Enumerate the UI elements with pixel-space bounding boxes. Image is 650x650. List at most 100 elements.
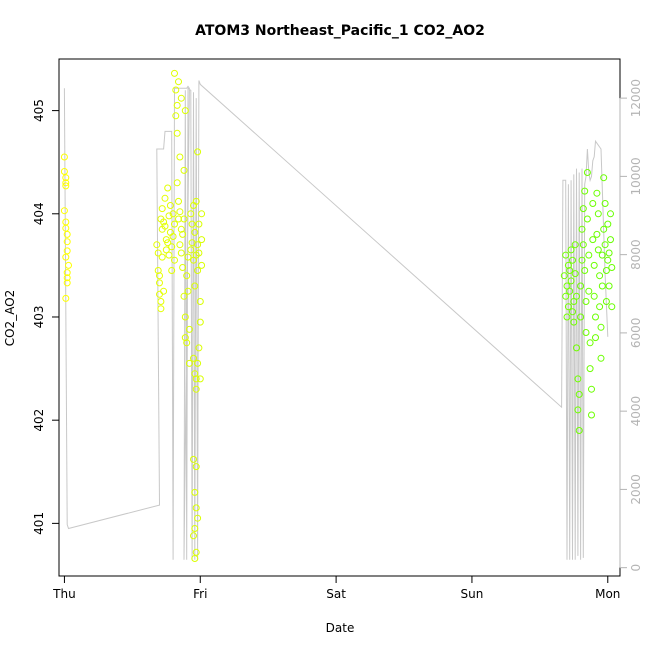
data-point bbox=[180, 292, 188, 300]
data-point bbox=[581, 267, 589, 274]
data-point bbox=[169, 210, 177, 218]
chart-title: ATOM3 Northeast_Pacific_1 CO2_AO2 bbox=[195, 23, 485, 39]
data-point bbox=[608, 303, 616, 311]
data-point bbox=[560, 272, 568, 280]
data-point bbox=[588, 385, 595, 393]
data-point bbox=[607, 236, 614, 244]
data-point bbox=[153, 241, 161, 249]
data-point bbox=[608, 264, 616, 271]
data-point bbox=[594, 246, 602, 254]
data-point bbox=[179, 230, 187, 238]
data-point bbox=[160, 218, 168, 226]
data-point bbox=[601, 241, 609, 249]
data-point bbox=[605, 282, 613, 290]
data-point bbox=[181, 107, 189, 115]
data-point bbox=[579, 241, 587, 249]
data-point bbox=[62, 294, 70, 302]
data-point bbox=[171, 220, 178, 228]
data-point bbox=[593, 230, 601, 238]
data-point bbox=[562, 251, 570, 259]
data-point bbox=[577, 282, 585, 290]
data-point bbox=[577, 313, 585, 321]
data-point bbox=[157, 305, 165, 313]
altitude-line bbox=[63, 80, 609, 560]
data-point bbox=[62, 218, 70, 226]
data-point bbox=[604, 220, 612, 228]
data-point bbox=[176, 241, 184, 249]
data-point bbox=[156, 272, 163, 280]
data-point bbox=[569, 256, 576, 264]
co2-series bbox=[60, 69, 616, 562]
data-point bbox=[156, 279, 163, 287]
data-point bbox=[158, 253, 166, 261]
data-point bbox=[168, 243, 176, 251]
altitude-series bbox=[63, 80, 609, 560]
data-point bbox=[157, 298, 165, 305]
y-axis-label: CO2_AO2 bbox=[3, 290, 17, 347]
data-point bbox=[181, 313, 189, 321]
data-point bbox=[592, 313, 599, 321]
data-point bbox=[593, 189, 601, 197]
data-point bbox=[195, 249, 203, 257]
data-point bbox=[171, 69, 178, 77]
data-point bbox=[566, 287, 574, 295]
data-point bbox=[573, 292, 580, 300]
data-point bbox=[158, 205, 166, 213]
data-point bbox=[176, 153, 184, 161]
data-point bbox=[598, 251, 606, 259]
data-point bbox=[194, 359, 202, 367]
data-point bbox=[198, 210, 206, 218]
y-axis-left: 401 402 403 404 405 bbox=[32, 99, 60, 535]
y-tick-label: 401 bbox=[32, 512, 46, 535]
data-point bbox=[604, 256, 612, 264]
data-point bbox=[173, 129, 181, 137]
data-point bbox=[190, 455, 197, 463]
data-point bbox=[164, 184, 172, 192]
data-point bbox=[154, 249, 162, 257]
data-point bbox=[586, 339, 594, 347]
data-point bbox=[187, 210, 195, 218]
y-tick-label: 403 bbox=[32, 306, 46, 329]
data-point bbox=[589, 200, 597, 207]
data-point bbox=[194, 241, 202, 249]
data-point bbox=[583, 169, 591, 176]
data-point bbox=[164, 239, 172, 247]
x-tick-label: Sun bbox=[461, 587, 484, 601]
data-point bbox=[596, 303, 604, 311]
data-point bbox=[184, 287, 192, 295]
data-point bbox=[597, 323, 605, 331]
data-point bbox=[154, 267, 162, 274]
data-point bbox=[579, 205, 587, 213]
data-point bbox=[191, 370, 199, 378]
data-point bbox=[181, 334, 189, 342]
data-point bbox=[582, 329, 590, 336]
y2-tick-label: 4000 bbox=[629, 396, 643, 427]
data-point bbox=[567, 246, 575, 254]
data-point bbox=[590, 261, 598, 269]
data-point bbox=[574, 406, 582, 414]
data-point bbox=[168, 267, 176, 274]
data-point bbox=[196, 318, 204, 326]
data-point bbox=[592, 334, 599, 342]
data-point bbox=[596, 272, 604, 280]
data-point bbox=[585, 251, 593, 259]
data-point bbox=[578, 225, 586, 233]
y2-tick-label: 10000 bbox=[629, 157, 643, 195]
data-point bbox=[566, 267, 574, 274]
data-point bbox=[581, 187, 589, 195]
data-point bbox=[172, 86, 180, 94]
data-point bbox=[190, 532, 197, 540]
y2-tick-label: 6000 bbox=[629, 318, 643, 349]
data-point bbox=[165, 212, 173, 220]
data-point bbox=[172, 112, 180, 120]
data-point bbox=[173, 101, 181, 109]
x-axis: Thu Fri Sat Sun Mon bbox=[52, 575, 620, 601]
data-point bbox=[196, 375, 204, 383]
data-point bbox=[585, 287, 593, 295]
data-point bbox=[171, 256, 178, 264]
data-point bbox=[582, 298, 590, 305]
data-point bbox=[564, 261, 572, 269]
data-point bbox=[180, 215, 188, 223]
data-point bbox=[187, 246, 195, 254]
